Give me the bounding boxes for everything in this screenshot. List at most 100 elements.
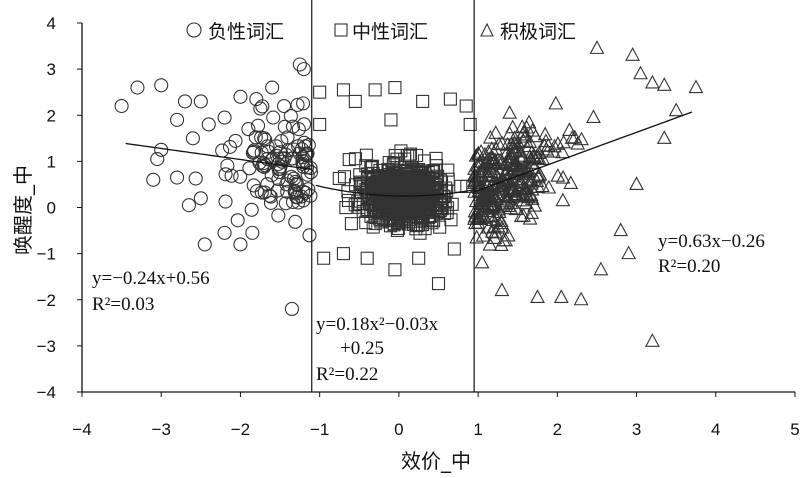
circle-point — [296, 96, 311, 111]
triangle-point — [494, 282, 510, 297]
square-point — [440, 201, 455, 215]
square-point — [370, 175, 384, 189]
square-point — [400, 177, 414, 191]
equation-text-negative: y=−0.24x+0.56 — [92, 268, 210, 289]
legend: 负性词汇 中性词汇 积极词汇 — [186, 21, 576, 43]
square-point — [378, 187, 392, 201]
square-point — [387, 218, 401, 232]
square-point — [429, 151, 443, 165]
square-point — [313, 85, 327, 99]
legend-label-positive: 积极词汇 — [500, 21, 576, 43]
triangle-point — [484, 141, 500, 156]
circle-point — [114, 98, 129, 114]
circle-point — [177, 94, 193, 109]
square-point — [388, 81, 402, 95]
trend-line — [125, 142, 312, 171]
trend-line — [315, 184, 475, 197]
square-point — [348, 94, 362, 108]
circle-point — [274, 134, 289, 149]
triangle-point — [511, 174, 527, 189]
x-tick-label: 5 — [790, 420, 799, 439]
square-point — [410, 219, 424, 233]
triangle-point — [476, 199, 492, 213]
circle-point — [263, 195, 278, 210]
circle-point — [244, 202, 259, 217]
circle-point — [258, 132, 273, 147]
equation-positive: y=0.63x−0.26 R²=0.20 — [658, 231, 765, 277]
legend-triangle-marker — [480, 22, 494, 37]
triangle-point — [656, 130, 672, 144]
triangle-point — [644, 333, 660, 347]
circle-point — [286, 142, 301, 157]
square-point — [447, 242, 461, 256]
square-point — [433, 220, 447, 234]
square-point — [429, 178, 443, 192]
triangle-point — [484, 190, 499, 204]
triangle-point — [516, 208, 531, 222]
triangle-point — [513, 148, 529, 162]
triangle-point — [503, 149, 519, 164]
circle-point — [193, 191, 208, 206]
x-tick-label: 0 — [394, 420, 403, 439]
circle-point — [217, 225, 232, 240]
x-tick-label: −3 — [152, 420, 171, 439]
circle-point — [286, 171, 301, 186]
circle-point — [271, 208, 286, 223]
x-tick-label: 4 — [711, 420, 720, 439]
square-point — [422, 211, 436, 225]
triangle-point — [621, 245, 637, 260]
triangle-point — [564, 130, 580, 144]
square-point — [337, 170, 352, 184]
square-point — [416, 94, 430, 108]
triangle-point — [524, 205, 540, 219]
triangle-point — [613, 222, 629, 237]
square-point — [415, 180, 429, 194]
square-point — [332, 171, 346, 185]
circle-point — [170, 170, 185, 185]
triangle-point — [503, 200, 519, 215]
square-point — [417, 154, 432, 168]
square-point — [368, 83, 382, 97]
triangle-point — [524, 144, 540, 159]
triangle-point — [656, 77, 672, 91]
circle-point — [218, 167, 233, 182]
triangle-point — [508, 201, 524, 216]
circle-point — [285, 151, 300, 166]
circle-point — [265, 80, 280, 95]
triangle-point — [489, 186, 505, 200]
triangle-point — [515, 186, 531, 201]
triangle-point — [567, 129, 583, 144]
triangle-point — [504, 182, 520, 197]
circle-point — [284, 169, 299, 185]
triangle-point — [529, 150, 545, 165]
circle-point — [288, 186, 303, 201]
triangle-point — [507, 166, 522, 181]
legend-circle-marker — [186, 22, 202, 38]
square-point — [388, 263, 402, 277]
circle-point — [253, 101, 268, 116]
square-point — [404, 163, 418, 177]
triangle-point — [479, 176, 495, 191]
circle-point — [245, 145, 260, 160]
triangle-point — [508, 142, 523, 157]
legend-square-marker — [334, 23, 348, 37]
circle-point — [233, 169, 248, 184]
triangle-point — [528, 128, 544, 143]
circle-point — [288, 214, 303, 229]
x-tick-label: −1 — [310, 420, 329, 439]
triangle-point — [517, 181, 533, 195]
square-point — [402, 215, 416, 229]
x-tick-label: 2 — [553, 420, 562, 439]
triangle-point — [573, 291, 589, 306]
circle-point — [302, 228, 317, 243]
circle-point — [273, 145, 288, 160]
square-point — [317, 251, 331, 265]
x-tick-label: −2 — [231, 420, 250, 439]
circle-point — [299, 146, 314, 161]
circle-point — [146, 172, 161, 187]
square-point — [341, 185, 355, 199]
circle-point — [283, 109, 298, 124]
triangle-point — [586, 109, 601, 124]
triangle-point — [517, 128, 533, 143]
square-point — [344, 217, 358, 231]
